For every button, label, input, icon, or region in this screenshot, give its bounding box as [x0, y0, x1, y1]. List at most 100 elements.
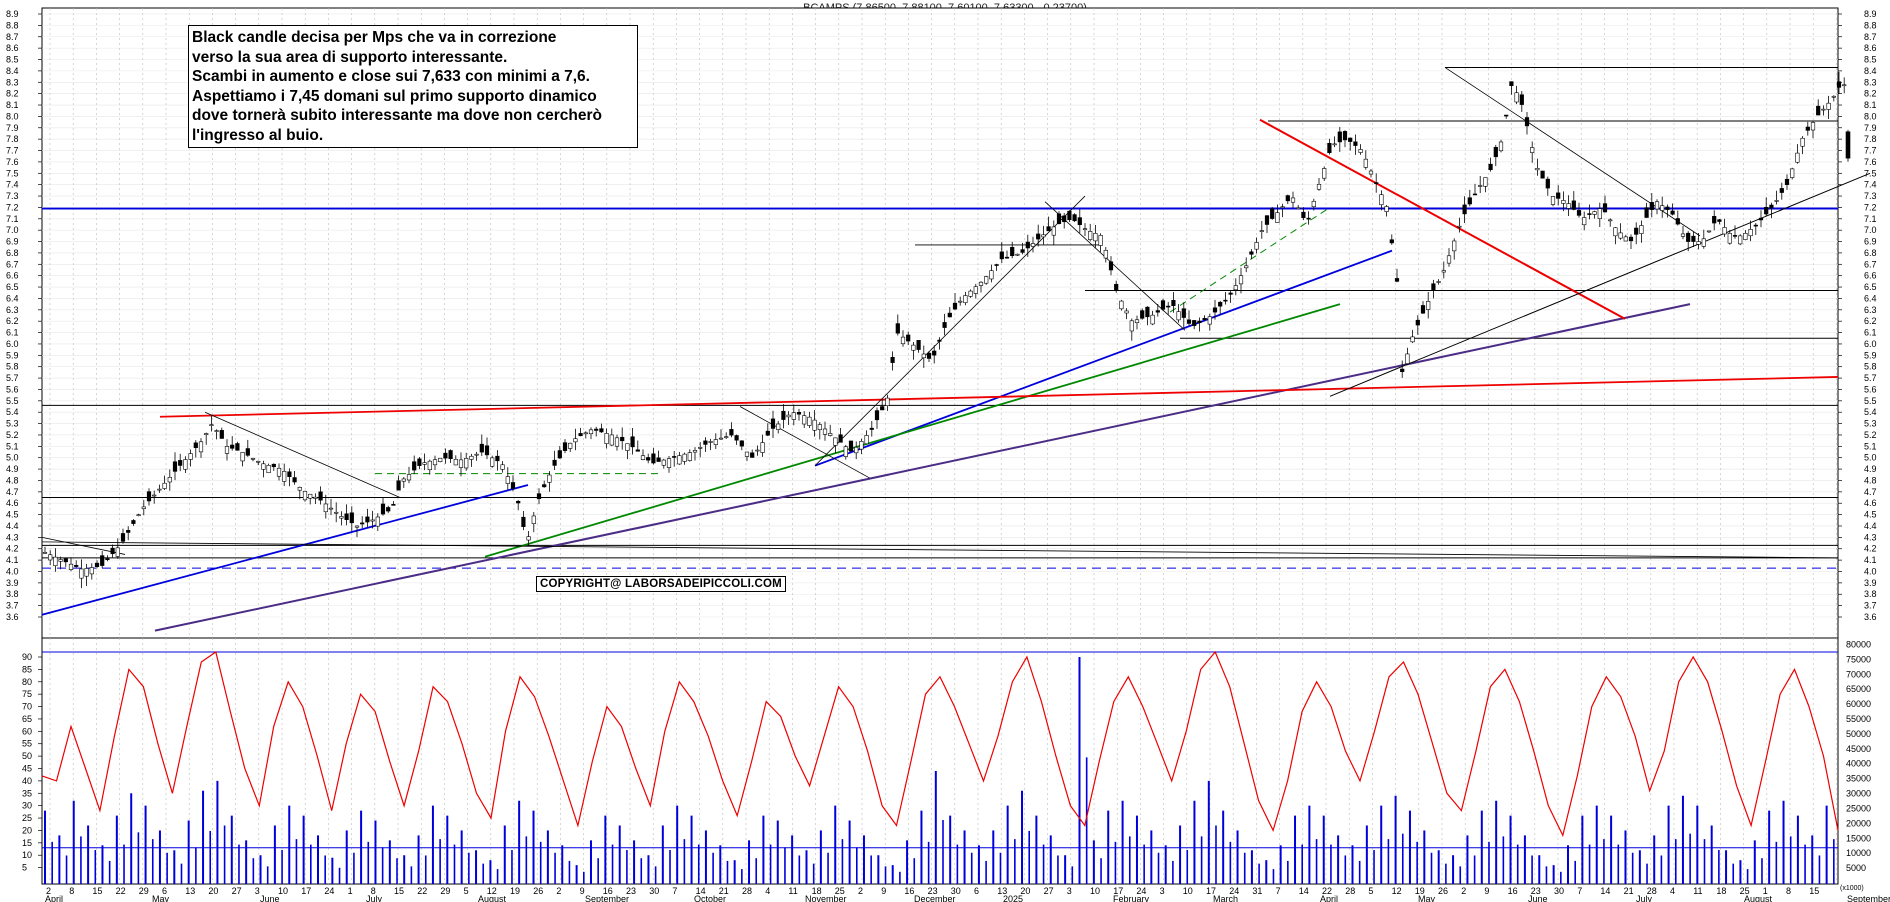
- x-day-label: 10: [1183, 886, 1193, 896]
- osc-tick-left: 70: [22, 702, 32, 712]
- candle-body: [614, 437, 620, 447]
- candle-body: [562, 442, 568, 451]
- candle-body: [1228, 292, 1233, 295]
- y-tick-right: 5.2: [1864, 430, 1877, 440]
- candle-body: [1155, 310, 1160, 313]
- vol-tick-right: 45000: [1846, 744, 1871, 754]
- candle-body: [583, 432, 588, 435]
- candle-body: [1628, 236, 1634, 242]
- y-tick-right: 8.3: [1864, 77, 1877, 87]
- candle-body: [1082, 228, 1088, 230]
- candle-body: [786, 414, 791, 418]
- vol-tick-right: 35000: [1846, 774, 1871, 784]
- candle-body: [282, 471, 287, 482]
- y-tick-right: 5.6: [1864, 384, 1877, 394]
- candle-body: [1524, 117, 1530, 127]
- candle-body: [1186, 319, 1192, 324]
- candle-body: [375, 516, 380, 527]
- candle-body: [812, 419, 817, 431]
- candle-body: [141, 506, 146, 509]
- x-day-label: 8: [69, 886, 74, 896]
- y-tick-right: 7.4: [1864, 180, 1877, 190]
- candle-body: [1602, 203, 1608, 213]
- candle-body: [781, 410, 786, 420]
- x-day-label: 9: [580, 886, 585, 896]
- candle-body: [1322, 168, 1327, 179]
- candle-body: [386, 507, 391, 512]
- candle-body: [1670, 210, 1675, 215]
- candle-body: [339, 516, 344, 519]
- y-tick-right: 7.7: [1864, 146, 1877, 156]
- osc-tick-left: 65: [22, 714, 32, 724]
- candle-body: [1379, 194, 1384, 206]
- x-day-label: 23: [1531, 886, 1541, 896]
- candle-body: [640, 455, 646, 460]
- candle-body: [1836, 81, 1842, 88]
- y-tick-left: 6.1: [6, 328, 19, 338]
- y-tick-left: 8.5: [6, 55, 19, 65]
- candle-body: [1821, 108, 1826, 111]
- trendline-purple: [154, 303, 1691, 632]
- x-month-label: May: [152, 894, 170, 902]
- candle-body: [1706, 230, 1712, 233]
- candle-body: [744, 451, 750, 457]
- candle-body: [1722, 227, 1727, 235]
- candle-body: [932, 350, 937, 356]
- osc-tick-left: 40: [22, 776, 32, 786]
- candle-body: [682, 453, 687, 462]
- y-tick-left: 4.2: [6, 544, 19, 554]
- candle-body: [1410, 336, 1415, 343]
- candle-body: [448, 450, 453, 459]
- candle-body: [360, 522, 365, 525]
- candle-body: [344, 513, 349, 520]
- x-day-label: 14: [1299, 886, 1309, 896]
- candle-body: [1374, 182, 1379, 184]
- y-tick-left: 6.3: [6, 305, 19, 315]
- candle-body: [276, 467, 282, 477]
- trendline-red: [159, 376, 1839, 418]
- candle-body: [1353, 141, 1358, 146]
- candle-body: [292, 477, 297, 483]
- x-day-label: 15: [394, 886, 404, 896]
- candle-body: [1384, 206, 1389, 212]
- candle-body: [406, 474, 412, 481]
- x-day-label: 14: [1600, 886, 1610, 896]
- x-day-label: 29: [440, 886, 450, 896]
- candle-body: [1270, 208, 1275, 219]
- candle-body: [864, 435, 869, 445]
- candle-body: [1701, 238, 1706, 247]
- y-tick-left: 7.3: [6, 191, 19, 201]
- candle-body: [1093, 233, 1098, 242]
- x-month-label: August: [478, 894, 507, 902]
- candle-body: [1363, 158, 1368, 168]
- trendline-black: [41, 541, 1839, 559]
- candle-body: [703, 440, 708, 445]
- x-day-label: 24: [1136, 886, 1146, 896]
- candle-body: [146, 491, 152, 502]
- candle-body: [885, 397, 890, 406]
- candle-body: [1753, 224, 1758, 227]
- candle-body: [1696, 241, 1701, 245]
- candle-body: [63, 558, 68, 563]
- candle-body: [900, 336, 906, 345]
- y-tick-right: 4.0: [1864, 566, 1877, 576]
- candle-body: [323, 503, 328, 513]
- candle-body: [302, 490, 308, 501]
- candle-body: [484, 445, 490, 456]
- candle-body: [822, 428, 828, 435]
- candle-body: [438, 457, 443, 462]
- candle-body: [1171, 300, 1176, 307]
- candle-body: [1134, 319, 1140, 324]
- y-tick-left: 4.1: [6, 555, 19, 565]
- candle-body: [1150, 314, 1155, 325]
- candle-body: [677, 455, 682, 465]
- candle-body: [48, 554, 53, 561]
- candle-body: [531, 515, 536, 524]
- trendline-blue: [41, 484, 529, 616]
- candle-body: [1337, 131, 1342, 143]
- candle-body: [661, 459, 666, 466]
- y-tick-right: 6.3: [1864, 305, 1877, 315]
- y-tick-left: 6.2: [6, 316, 19, 326]
- candle-body: [765, 430, 770, 436]
- trendline-red: [1259, 118, 1626, 320]
